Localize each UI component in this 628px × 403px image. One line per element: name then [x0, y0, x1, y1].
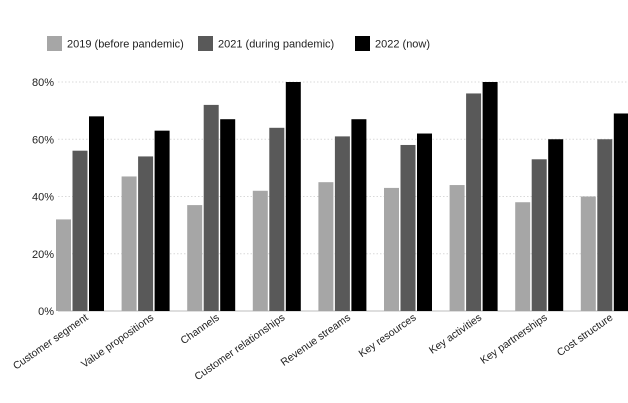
- bar: [154, 130, 170, 311]
- bar: [138, 156, 154, 311]
- bar: [89, 116, 104, 311]
- x-tick-label: Key partnerships: [478, 312, 549, 367]
- legend: 2019 (before pandemic) 2021 (during pande…: [47, 36, 430, 51]
- bar: [384, 187, 399, 311]
- bar: [187, 205, 203, 311]
- x-tick-label: Value propositions: [79, 312, 156, 371]
- bar: [548, 139, 564, 311]
- bar: [56, 219, 71, 311]
- x-tick-label: Revenue streams: [279, 312, 353, 369]
- bar: [334, 136, 350, 311]
- x-tick-label: Customer segment: [11, 312, 91, 373]
- legend-swatch: [47, 36, 62, 51]
- legend-label: 2021 (during pandemic): [218, 39, 334, 51]
- legend-swatch: [355, 36, 370, 51]
- bar: [580, 196, 596, 311]
- bar: [203, 104, 219, 312]
- y-tick-label: 60%: [32, 134, 54, 146]
- y-axis-tick-labels: 0% 20% 40% 60% 80%: [32, 77, 54, 318]
- bar: [351, 119, 367, 312]
- x-tick-label: Key activities: [427, 312, 484, 357]
- y-tick-label: 0%: [38, 306, 54, 318]
- bar: [121, 176, 137, 311]
- y-tick-label: 40%: [32, 192, 54, 204]
- y-tick-label: 20%: [32, 249, 54, 261]
- x-tick-label: Key resources: [357, 312, 419, 360]
- bar: [285, 82, 301, 311]
- bars: [56, 82, 628, 312]
- bar: [482, 82, 498, 311]
- bar: [252, 190, 268, 311]
- bar: [597, 139, 613, 311]
- bar: [269, 127, 285, 311]
- bar: [515, 202, 531, 311]
- bar: [466, 93, 482, 311]
- bar: [449, 185, 465, 311]
- x-tick-label: Cost structure: [555, 312, 616, 359]
- x-tick-label: Channels: [178, 312, 221, 347]
- bar: [417, 133, 432, 311]
- legend-label: 2019 (before pandemic): [67, 39, 184, 51]
- bar: [318, 182, 334, 311]
- bar: [531, 159, 547, 311]
- legend-label: 2022 (now): [375, 39, 430, 51]
- y-tick-label: 80%: [32, 77, 54, 89]
- bar: [613, 113, 628, 311]
- bar: [72, 150, 88, 311]
- bar: [400, 144, 416, 311]
- legend-swatch: [198, 36, 213, 51]
- bar: [220, 119, 236, 312]
